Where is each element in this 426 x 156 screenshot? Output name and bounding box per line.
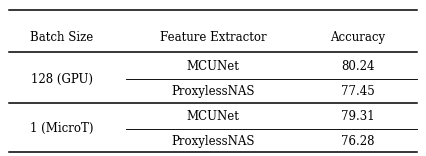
Text: 77.45: 77.45: [341, 85, 375, 98]
Text: 80.24: 80.24: [341, 61, 374, 73]
Text: 76.28: 76.28: [341, 134, 374, 148]
Text: 128 (GPU): 128 (GPU): [31, 73, 93, 86]
Text: MCUNet: MCUNet: [187, 61, 239, 73]
Text: Feature Extractor: Feature Extractor: [160, 31, 266, 44]
Text: Batch Size: Batch Size: [30, 31, 93, 44]
Text: 1 (MicroT): 1 (MicroT): [30, 122, 94, 135]
Text: 79.31: 79.31: [341, 110, 374, 123]
Text: ProxylessNAS: ProxylessNAS: [171, 134, 255, 148]
Text: ProxylessNAS: ProxylessNAS: [171, 85, 255, 98]
Text: MCUNet: MCUNet: [187, 110, 239, 123]
Text: Accuracy: Accuracy: [330, 31, 386, 44]
